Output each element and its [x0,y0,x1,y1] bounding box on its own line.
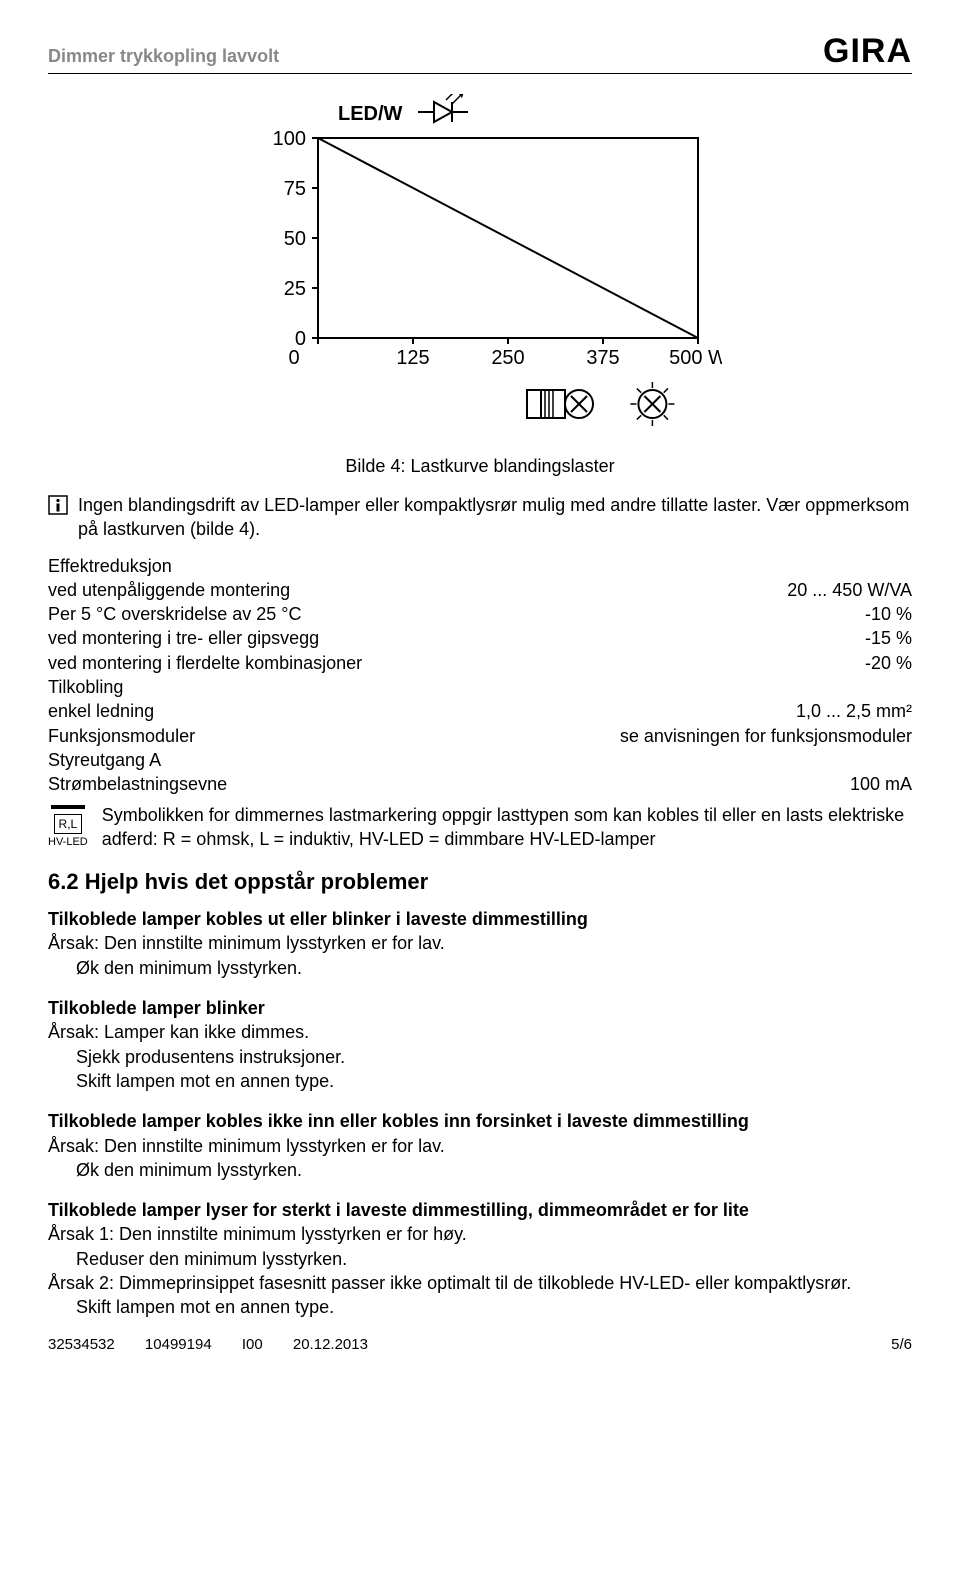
spec-value: -10 % [841,602,912,626]
spec-row: ved montering i tre- eller gipsvegg -15 % [48,626,912,650]
footer-page: 5/6 [891,1336,912,1353]
spec-label: enkel ledning [48,699,154,723]
trouble-fix: Sjekk produsentens instruksjoner. [48,1045,912,1069]
spec-row: ved montering i flerdelte kombinasjoner -… [48,651,912,675]
trouble-fix: Øk den minimum lysstyrken. [48,1158,912,1182]
svg-text:375: 375 [586,347,619,369]
trouble-title: Tilkoblede lamper kobles ut eller blinke… [48,907,912,931]
spec-row: Funksjonsmoduler se anvisningen for funks… [48,724,912,748]
spec-row: Strømbelastningsevne 100 mA [48,772,912,796]
brand-logo: GIRA [823,32,912,71]
symbol-explanation: R,L HV-LED Symbolikken for dimmernes las… [48,803,912,852]
svg-text:LED/W: LED/W [338,103,403,125]
spec-group-title: Effektreduksjon [48,554,172,578]
figure-caption: Bilde 4: Lastkurve blandingslaster [48,456,912,477]
troubleshoot-block: Tilkoblede lamper lyser for sterkt i lav… [48,1198,912,1319]
svg-text:25: 25 [284,278,306,300]
trouble-cause: Årsak 2: Dimmeprinsippet fasesnitt passe… [48,1271,912,1295]
trouble-fix: Øk den minimum lysstyrken. [48,956,912,980]
spec-value: 20 ... 450 W/VA [763,578,912,602]
svg-text:75: 75 [284,178,306,200]
trouble-title: Tilkoblede lamper lyser for sterkt i lav… [48,1198,912,1222]
spec-row: enkel ledning 1,0 ... 2,5 mm² [48,699,912,723]
chart-svg: 02550751000125250375500 WLED/W [238,94,722,438]
spec-label: Per 5 °C overskridelse av 25 °C [48,602,302,626]
svg-text:100: 100 [273,128,306,150]
trouble-cause: Årsak: Den innstilte minimum lysstyrken … [48,1134,912,1158]
spec-row: Per 5 °C overskridelse av 25 °C -10 % [48,602,912,626]
spec-value: -15 % [841,626,912,650]
trouble-fix: Skift lampen mot en annen type. [48,1069,912,1093]
footer-code2: 10499194 [145,1336,212,1353]
trouble-title: Tilkoblede lamper kobles ikke inn eller … [48,1109,912,1133]
trouble-cause: Årsak 1: Den innstilte minimum lysstyrke… [48,1222,912,1246]
info-note-row: Ingen blandingsdrift av LED-lamper eller… [48,493,912,542]
svg-text:125: 125 [396,347,429,369]
spec-label: Funksjonsmoduler [48,724,195,748]
footer-code3: I00 [242,1336,263,1353]
load-curve-chart: 02550751000125250375500 WLED/W [48,94,912,438]
trouble-fix: Skift lampen mot en annen type. [48,1295,912,1319]
spec-row: ved utenpåliggende montering 20 ... 450 W… [48,578,912,602]
troubleshoot-block: Tilkoblede lamper blinkerÅrsak: Lamper k… [48,996,912,1093]
svg-text:500 W: 500 W [669,347,722,369]
footer-date: 20.12.2013 [293,1336,368,1353]
spec-label: ved montering i tre- eller gipsvegg [48,626,319,650]
page-footer: 32534532 10499194 I00 20.12.2013 5/6 [48,1336,912,1353]
spec-label: ved montering i flerdelte kombinasjoner [48,651,362,675]
svg-text:0: 0 [288,347,299,369]
trouble-title: Tilkoblede lamper blinker [48,996,912,1020]
spec-group-title: Tilkobling [48,675,123,699]
spec-value: 100 mA [826,772,912,796]
svg-text:50: 50 [284,228,306,250]
spec-value: -20 % [841,651,912,675]
spec-table: Effektreduksjon ved utenpåliggende monte… [48,554,912,797]
info-icon [48,495,68,521]
footer-code1: 32534532 [48,1336,115,1353]
spec-value: 1,0 ... 2,5 mm² [772,699,912,723]
troubleshoot-block: Tilkoblede lamper kobles ut eller blinke… [48,907,912,980]
symbol-text: Symbolikken for dimmernes lastmarkering … [102,803,912,852]
spec-value: se anvisningen for funksjonsmoduler [596,724,912,748]
spec-label: Strømbelastningsevne [48,772,227,796]
trouble-cause: Årsak: Den innstilte minimum lysstyrken … [48,931,912,955]
doc-title: Dimmer trykkopling lavvolt [48,46,279,67]
rl-symbol-icon: R,L HV-LED [48,805,88,850]
spec-label: ved utenpåliggende montering [48,578,290,602]
svg-text:250: 250 [491,347,524,369]
info-note-text: Ingen blandingsdrift av LED-lamper eller… [78,493,912,542]
troubleshoot-block: Tilkoblede lamper kobles ikke inn eller … [48,1109,912,1182]
trouble-cause: Årsak: Lamper kan ikke dimmes. [48,1020,912,1044]
page-header: Dimmer trykkopling lavvolt GIRA [48,32,912,74]
trouble-fix: Reduser den minimum lysstyrken. [48,1247,912,1271]
spec-group-title: Styreutgang A [48,748,161,772]
section-6-2-title: 6.2 Hjelp hvis det oppstår problemer [48,869,912,895]
